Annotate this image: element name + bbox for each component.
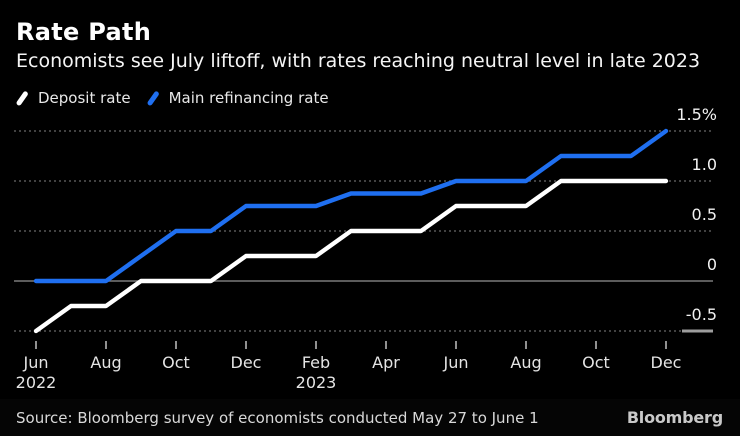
legend-item-deposit-rate: Deposit rate — [14, 88, 131, 108]
x-axis-label: Jun — [23, 353, 49, 372]
page-title: Rate Path — [16, 18, 152, 46]
legend-label: Main refinancing rate — [168, 89, 329, 107]
x-axis-label: Oct — [582, 353, 610, 372]
x-axis-label: Dec — [230, 353, 262, 372]
chart-subtitle: Economists see July liftoff, with rates … — [16, 50, 701, 72]
chart-footer: Source: Bloomberg survey of economists c… — [0, 399, 740, 436]
y-axis-label: -0.5 — [685, 305, 717, 324]
x-axis-label: Aug — [90, 353, 122, 372]
deposit-rate-line-swatch-icon — [15, 90, 29, 106]
x-axis-label: Apr — [372, 353, 400, 372]
source-note: Source: Bloomberg survey of economists c… — [16, 408, 539, 427]
x-axis-label: Oct — [162, 353, 190, 372]
x-axis-label: Aug — [510, 353, 542, 372]
x-axis-label: Jun — [443, 353, 469, 372]
y-axis-label: 0.5 — [691, 205, 717, 224]
x-axis-year-label: 2022 — [15, 373, 57, 392]
x-axis-label: Dec — [650, 353, 682, 372]
x-axis-year-label: 2023 — [295, 373, 337, 392]
main-refinancing-rate-line-swatch-icon — [146, 90, 160, 106]
bloomberg-logo: Bloomberg — [626, 408, 723, 427]
y-axis-label: 1.5% — [676, 105, 717, 124]
y-axis-label: 1.0 — [691, 155, 717, 174]
legend-label: Deposit rate — [38, 89, 131, 107]
y-axis-label: 0 — [706, 255, 717, 274]
x-axis-label: Feb — [301, 353, 331, 372]
legend-item-main-refinancing-rate: Main refinancing rate — [145, 88, 329, 108]
chart-legend: Deposit rate Main refinancing rate — [14, 88, 329, 108]
